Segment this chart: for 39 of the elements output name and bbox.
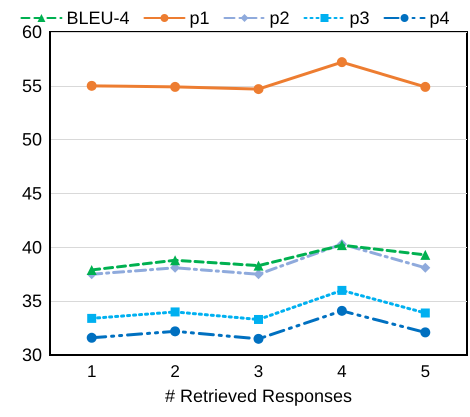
point — [170, 255, 180, 266]
legend-label: p3 — [350, 8, 370, 28]
point — [254, 334, 264, 344]
point — [86, 332, 97, 343]
x-tick-label: 1 — [86, 362, 96, 381]
point — [420, 262, 430, 273]
point — [420, 82, 430, 92]
point — [420, 250, 430, 260]
legend-label: p2 — [269, 8, 290, 28]
point — [420, 327, 430, 338]
y-tick-label: 55 — [22, 76, 42, 96]
y-tick-label: 45 — [22, 184, 42, 204]
point — [86, 80, 97, 91]
point — [254, 260, 264, 271]
legend-label: p4 — [430, 8, 450, 28]
point — [254, 314, 263, 324]
point — [420, 308, 430, 318]
legend-label: p1 — [189, 8, 210, 28]
point — [254, 84, 264, 94]
x-tick-label: 2 — [170, 362, 180, 381]
point — [170, 82, 180, 92]
point — [337, 286, 346, 295]
point — [86, 264, 97, 275]
point — [254, 269, 264, 280]
x-tick-label: 4 — [337, 362, 347, 381]
y-tick-label: 35 — [22, 291, 42, 312]
y-tick-label: 60 — [22, 22, 42, 42]
legend-label: BLEU-4 — [66, 8, 130, 28]
point — [87, 314, 96, 323]
point — [336, 57, 347, 68]
x-axis-title: # Retrieved Responses — [164, 386, 352, 406]
x-tick-label: 3 — [254, 362, 264, 381]
y-tick-label: 50 — [22, 130, 42, 150]
point — [336, 306, 347, 316]
x-tick-label: 5 — [420, 362, 430, 381]
y-tick-label: 40 — [22, 237, 42, 258]
point — [170, 307, 180, 316]
y-tick-label: 30 — [22, 345, 42, 365]
point — [170, 326, 180, 336]
